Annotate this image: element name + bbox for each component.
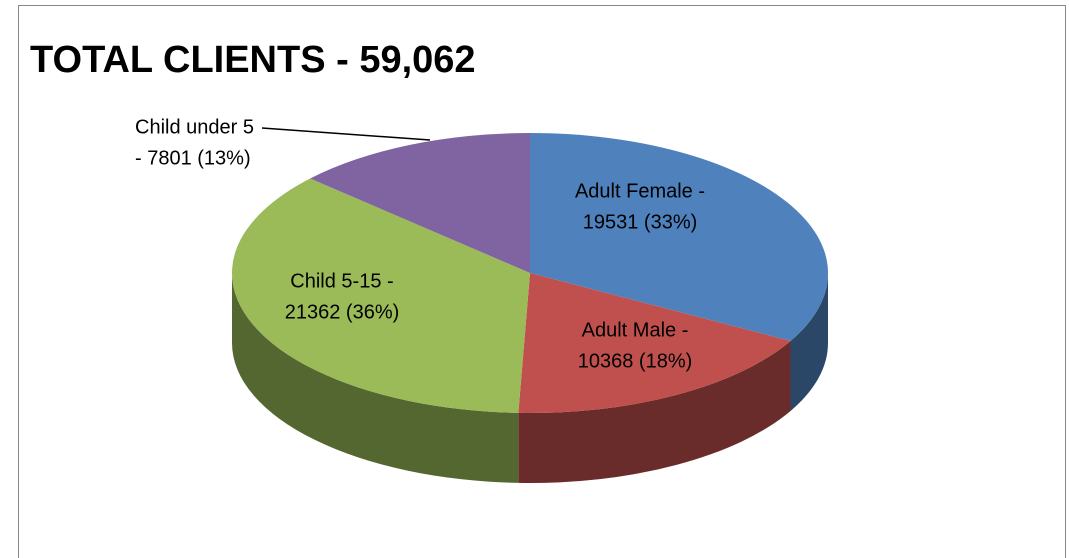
pie-side [518, 340, 791, 483]
pie-slice [530, 133, 828, 341]
value-label: - 7801 (13%) [135, 147, 251, 169]
pie-slice [232, 178, 531, 413]
value-label: 21362 (36%) [285, 301, 400, 323]
slice-label: Child under 5 [135, 116, 254, 138]
pie-side [232, 273, 519, 483]
slice-label: Adult Male - [582, 319, 689, 341]
leader-line [261, 127, 431, 141]
pie-slice [518, 273, 791, 413]
value-label: 10368 (18%) [578, 350, 693, 372]
slice-label: Child 5-15 - [290, 270, 393, 292]
slice-label: Adult Female - [575, 180, 705, 202]
chart-title: TOTAL CLIENTS - 59,062 [30, 39, 476, 81]
value-label: 19531 (33%) [583, 211, 698, 233]
pie-side [790, 273, 828, 411]
pie-slice [310, 133, 530, 273]
